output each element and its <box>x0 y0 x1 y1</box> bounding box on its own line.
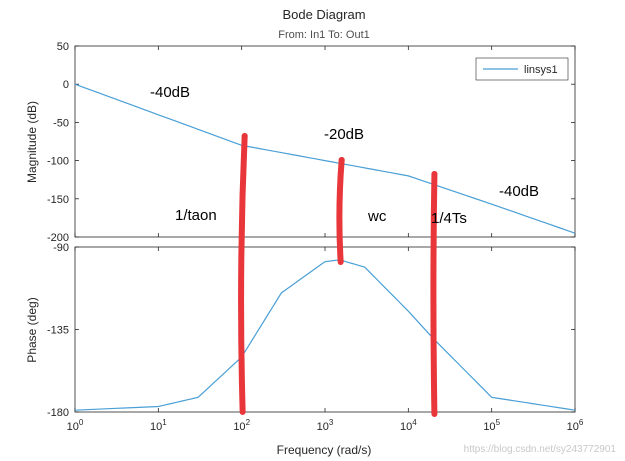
chart-title: Bode Diagram <box>282 7 365 22</box>
magnitude-ytick-label: -200 <box>47 232 69 244</box>
frequency-xlabel: Frequency (rad/s) <box>277 443 372 457</box>
xtick-label: 100 <box>67 418 84 433</box>
xtick-label: 102 <box>233 418 250 433</box>
phase-ytick-label: -90 <box>53 242 69 254</box>
legend-box <box>475 57 569 81</box>
frequency-markers <box>238 133 438 417</box>
red-marker-line <box>336 157 345 265</box>
annotation-4ts: 1/4Ts <box>431 210 467 227</box>
phase-line <box>74 259 576 411</box>
annotation-slope-3: -40dB <box>499 183 539 200</box>
phase-ytick-label: -180 <box>47 407 69 419</box>
legend: linsys1 <box>475 57 569 81</box>
magnitude-y-ticks: 50 0 -50 -100 -150 -200 <box>47 41 575 244</box>
magnitude-ytick-label: 50 <box>57 41 69 53</box>
annotation-taon: 1/taon <box>175 207 217 224</box>
chart-subtitle: From: In1 To: Out1 <box>278 29 370 41</box>
phase-y-ticks: -90 -135 -180 <box>47 242 575 419</box>
xtick-label: 101 <box>150 418 167 433</box>
magnitude-ytick-label: -150 <box>47 194 69 206</box>
xtick-label: 106 <box>567 418 584 433</box>
phase-ylabel: Phase (deg) <box>25 297 39 362</box>
xtick-label: 105 <box>483 418 500 433</box>
phase-series <box>74 259 576 411</box>
magnitude-ytick-label: 0 <box>63 79 69 91</box>
red-marker-line <box>238 133 248 415</box>
phase-ytick-label: -135 <box>47 325 69 337</box>
xtick-label: 103 <box>317 418 334 433</box>
legend-entry: linsys1 <box>524 64 558 76</box>
phase-axes <box>74 246 576 413</box>
magnitude-ytick-label: -100 <box>47 156 69 168</box>
magnitude-series <box>74 83 576 234</box>
xtick-label: 104 <box>400 418 417 433</box>
red-marker-dot <box>431 171 438 177</box>
magnitude-ylabel: Magnitude (dB) <box>25 101 39 183</box>
red-marker-dot <box>338 157 345 163</box>
annotation-slope-1: -40dB <box>150 84 190 101</box>
red-marker-line <box>430 171 438 417</box>
annotation-wc: wc <box>367 208 387 225</box>
magnitude-ytick-label: -50 <box>53 117 69 129</box>
magnitude-line <box>74 83 576 234</box>
watermark: https://blog.csdn.net/sy243772901 <box>464 444 617 455</box>
annotation-slope-2: -20dB <box>324 126 364 143</box>
red-marker-dot <box>241 133 248 139</box>
